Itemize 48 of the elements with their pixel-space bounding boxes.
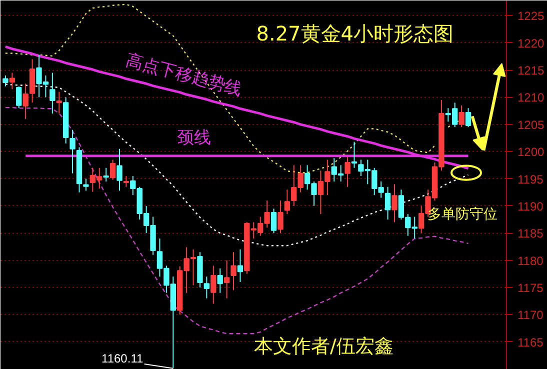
candlestick <box>210 265 216 304</box>
y-tick-label: 1175 <box>518 280 544 295</box>
y-tick-label: 1215 <box>518 64 545 78</box>
y-tick-label: 1185 <box>518 226 544 241</box>
y-tick-label: 1180 <box>518 254 544 268</box>
y-tick-label: 1190 <box>518 199 544 214</box>
candlestick <box>16 86 22 109</box>
candlestick <box>83 178 89 192</box>
candlestick <box>22 83 28 120</box>
candlestick <box>110 159 116 180</box>
candlestick <box>56 91 62 114</box>
candlestick <box>384 186 391 220</box>
candlestick <box>465 108 472 128</box>
candlestick <box>2 74 8 87</box>
candlestick <box>9 72 16 90</box>
y-tick-label: 1200 <box>518 145 545 160</box>
annotation: 多单防守位 <box>428 206 498 222</box>
y-tick-label: 1210 <box>518 90 545 105</box>
annotation: 本文作者/伍宏鑫 <box>254 336 394 358</box>
series-label: 颈线 <box>176 128 211 148</box>
candlestick <box>50 72 56 114</box>
text: 8.27黄金4小时形态图 <box>256 22 454 46</box>
y-tick-label: 1220 <box>518 36 545 50</box>
y-tick-label: 1195 <box>518 172 544 186</box>
y-tick-label: 1165 <box>518 335 544 350</box>
candlestick <box>351 141 358 168</box>
line-series <box>4 106 469 334</box>
candlestick <box>284 189 290 215</box>
text: 高点下移趋势线 <box>124 50 244 100</box>
candlestick <box>458 104 464 128</box>
annotation: 1160.11 <box>102 351 144 366</box>
candlestick <box>270 208 277 234</box>
candlestick <box>224 260 230 299</box>
candlestick <box>217 268 223 294</box>
candlestick <box>230 252 236 291</box>
candlestick <box>116 148 122 192</box>
candlestick <box>204 276 210 299</box>
y-tick-label: 1205 <box>518 118 545 132</box>
candlestick <box>392 184 398 223</box>
candlestick <box>103 167 109 182</box>
candlestick <box>344 156 350 188</box>
candlestick <box>278 200 284 234</box>
line-series <box>4 45 470 170</box>
candlestick <box>70 129 76 174</box>
candlestick <box>237 248 244 283</box>
y-tick-label: 1225 <box>518 9 545 24</box>
candlestick <box>123 176 130 188</box>
y-tick-label: 1170 <box>518 308 544 322</box>
